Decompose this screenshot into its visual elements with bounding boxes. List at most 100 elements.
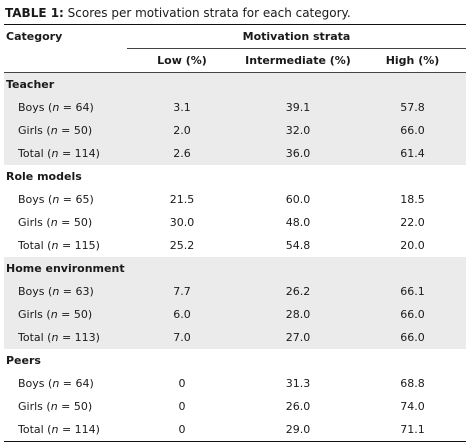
- cell-intermediate: 29.0: [237, 418, 359, 442]
- cell-intermediate: 26.2: [237, 280, 359, 303]
- cell-low: 25.2: [169, 239, 195, 252]
- caption-label: TABLE 1:: [5, 6, 64, 20]
- row-label: Boys (n = 64): [4, 372, 127, 395]
- cell-high: 57.8: [359, 96, 466, 119]
- row-label: Total (n = 114): [4, 142, 127, 165]
- caption-text: Scores per motivation strata for each ca…: [63, 6, 351, 20]
- row-label: Boys (n = 65): [4, 188, 127, 211]
- row-label-count: = 65): [59, 193, 94, 206]
- row-label-prefix: Total (: [18, 239, 52, 252]
- header-empty: [4, 48, 127, 73]
- header-intermediate: Intermediate (%): [237, 48, 359, 73]
- table-row: Girls (n = 50) 30.0 48.0 22.0: [4, 211, 466, 234]
- cell-high: 71.1: [359, 418, 466, 442]
- row-label-prefix: Boys (: [18, 193, 53, 206]
- cell-high: 20.0: [400, 239, 425, 252]
- row-label-prefix: Total (: [18, 331, 52, 344]
- cell-low: 7.0: [127, 326, 237, 349]
- group-label: Peers: [6, 354, 41, 367]
- scores-table: Category Motivation strata Low (%) Inter…: [4, 24, 466, 442]
- table-figure: TABLE 1: Scores per motivation strata fo…: [4, 4, 466, 442]
- header-high: High (%): [359, 48, 466, 73]
- group-row-peers: Peers: [4, 349, 466, 372]
- group-row-teacher: Teacher: [4, 72, 466, 96]
- table-row: Total (n = 113) 7.0 27.0 66.0: [4, 326, 466, 349]
- row-label-count: = 114): [58, 423, 100, 436]
- cell-low: 2.6: [127, 142, 237, 165]
- row-label-prefix: Total (: [18, 423, 52, 436]
- cell-high: 18.5: [400, 193, 425, 206]
- group-row-home-environment: Home environment: [4, 257, 466, 280]
- row-label: Girls (n = 50): [4, 119, 127, 142]
- row-label-count: = 115): [58, 239, 100, 252]
- cell-intermediate: 60.0: [285, 193, 311, 206]
- cell-high: 66.0: [359, 119, 466, 142]
- table-row: Boys (n = 65) 21.5 60.0 18.5: [4, 188, 466, 211]
- table-row: Girls (n = 50) 6.0 28.0 66.0: [4, 303, 466, 326]
- cell-intermediate: 54.8: [285, 239, 311, 252]
- row-label-prefix: Boys (: [18, 101, 53, 114]
- row-label-n: n: [52, 101, 60, 114]
- row-label: Total (n = 114): [4, 418, 127, 442]
- header-row-1: Category Motivation strata: [4, 24, 466, 49]
- row-label-prefix: Total (: [18, 147, 52, 160]
- cell-low: 7.7: [127, 280, 237, 303]
- cell-intermediate: 28.0: [237, 303, 359, 326]
- row-label-prefix: Girls (: [18, 308, 51, 321]
- cell-low: 0: [127, 418, 237, 442]
- table-row: Boys (n = 64) 0 31.3 68.8: [4, 372, 466, 395]
- cell-low: 6.0: [127, 303, 237, 326]
- header-category: Category: [4, 24, 127, 49]
- table-row: Girls (n = 50) 2.0 32.0 66.0: [4, 119, 466, 142]
- cell-low: 21.5: [169, 193, 195, 206]
- header-row-2: Low (%) Intermediate (%) High (%): [4, 48, 466, 73]
- cell-high: 61.4: [359, 142, 466, 165]
- cell-intermediate: 39.1: [237, 96, 359, 119]
- group-label: Teacher: [4, 72, 466, 96]
- row-label-n: n: [51, 239, 59, 252]
- row-label-n: n: [52, 285, 60, 298]
- row-label-count: = 63): [59, 285, 94, 298]
- cell-low: 30.0: [169, 216, 195, 229]
- row-label-count: = 50): [57, 124, 93, 137]
- row-label: Girls (n = 50): [4, 211, 127, 234]
- row-label-prefix: Boys (: [18, 377, 53, 390]
- cell-intermediate: 36.0: [237, 142, 359, 165]
- row-label-n: n: [50, 308, 58, 321]
- row-label-count: = 113): [58, 331, 100, 344]
- cell-high: 68.8: [400, 377, 425, 390]
- table-row: Total (n = 114) 2.6 36.0 61.4: [4, 142, 466, 165]
- row-label-n: n: [50, 216, 58, 229]
- cell-intermediate: 32.0: [237, 119, 359, 142]
- cell-low: 0: [178, 377, 186, 390]
- table-row: Boys (n = 64) 3.1 39.1 57.8: [4, 96, 466, 119]
- group-row-role-models: Role models: [4, 165, 466, 188]
- header-low: Low (%): [127, 48, 237, 73]
- row-label: Boys (n = 63): [4, 280, 127, 303]
- group-label: Role models: [6, 170, 82, 183]
- cell-high: 66.1: [359, 280, 466, 303]
- header-motivation-strata: Motivation strata: [127, 24, 466, 49]
- cell-high: 66.0: [359, 326, 466, 349]
- row-label-prefix: Boys (: [18, 285, 53, 298]
- row-label-count: = 64): [59, 101, 94, 114]
- row-label-prefix: Girls (: [18, 124, 51, 137]
- table-caption: TABLE 1: Scores per motivation strata fo…: [5, 4, 351, 22]
- row-label-n: n: [52, 193, 60, 206]
- row-label-n: n: [50, 124, 58, 137]
- table-row: Total (n = 114) 0 29.0 71.1: [4, 418, 466, 442]
- cell-intermediate: 27.0: [237, 326, 359, 349]
- table-row: Boys (n = 63) 7.7 26.2 66.1: [4, 280, 466, 303]
- row-label: Total (n = 113): [4, 326, 127, 349]
- row-label-n: n: [51, 331, 59, 344]
- cell-high: 66.0: [359, 303, 466, 326]
- row-label-count: = 114): [58, 147, 100, 160]
- cell-low: 2.0: [127, 119, 237, 142]
- table-row: Total (n = 115) 25.2 54.8 20.0: [4, 234, 466, 257]
- cell-low: 3.1: [127, 96, 237, 119]
- row-label: Boys (n = 64): [4, 96, 127, 119]
- row-label: Girls (n = 50): [4, 303, 127, 326]
- group-label: Home environment: [4, 257, 466, 280]
- row-label-count: = 50): [57, 308, 93, 321]
- cell-intermediate: 31.3: [285, 377, 311, 390]
